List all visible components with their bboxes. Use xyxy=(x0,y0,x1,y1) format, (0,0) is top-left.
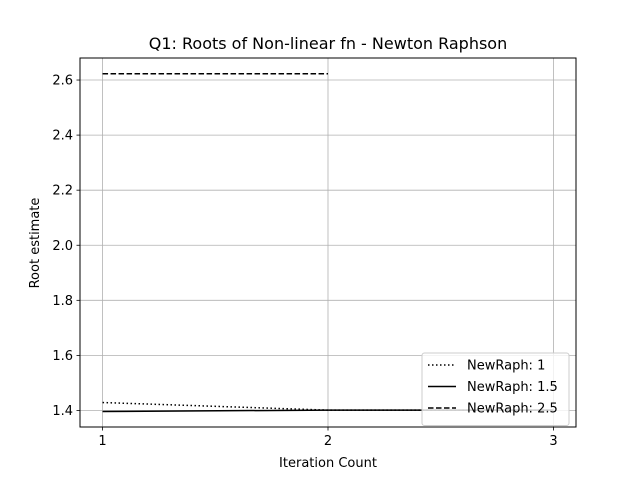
y-tick-label: 1.6 xyxy=(52,349,73,364)
y-tick-label: 2.4 xyxy=(52,129,73,144)
y-tick-label: 2.6 xyxy=(52,74,73,89)
chart-title: Q1: Roots of Non-linear fn - Newton Raph… xyxy=(149,34,507,53)
y-tick-label: 1.4 xyxy=(52,404,73,419)
y-tick-label: 2.2 xyxy=(52,184,73,199)
x-axis-label: Iteration Count xyxy=(279,456,377,471)
grid xyxy=(80,58,576,427)
legend-label-2: NewRaph: 1.5 xyxy=(467,380,558,395)
axis-ticks: 1 2 3 1.4 1.6 1.8 2.0 2.2 2.4 2.6 xyxy=(52,74,557,449)
y-axis-label: Root estimate xyxy=(28,198,43,289)
legend-label-3: NewRaph: 2.5 xyxy=(467,402,558,417)
legend-box xyxy=(421,352,570,426)
y-tick-label: 1.8 xyxy=(52,294,73,309)
legend-label-1: NewRaph: 1 xyxy=(467,359,545,374)
x-tick-label: 2 xyxy=(324,434,332,449)
x-tick-label: 3 xyxy=(549,434,557,449)
legend: NewRaph: 1 NewRaph: 1.5 NewRaph: 2.5 xyxy=(421,352,570,426)
y-tick-label: 2.0 xyxy=(52,239,73,254)
x-tick-label: 1 xyxy=(98,434,106,449)
